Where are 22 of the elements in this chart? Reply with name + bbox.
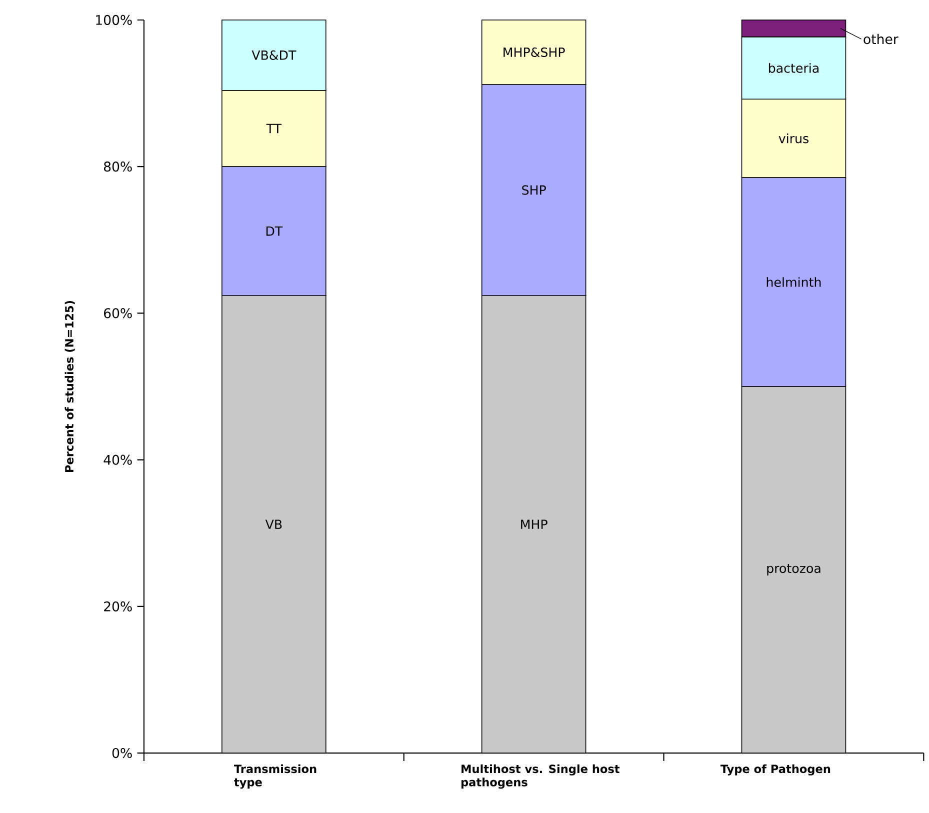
series-label: DT (266, 226, 283, 236)
x-tick-label: Multihost vs. Single host pathogens (461, 764, 620, 789)
y-axis-title: Percent of studies (N=125) (64, 300, 75, 472)
series-label: helminth (766, 277, 821, 287)
series-label: MHP (521, 520, 548, 529)
y-tick-label: 0% (112, 748, 132, 758)
y-tick-label: 80% (104, 162, 132, 172)
legend-label: other (864, 34, 898, 44)
series-label: VB&DT (252, 50, 296, 60)
x-tick-label: Transmission type (234, 764, 316, 789)
y-tick-label: 40% (104, 454, 132, 465)
series-label: SHP (522, 185, 546, 195)
y-tick-label: 100% (96, 14, 132, 25)
y-tick-label: 20% (104, 601, 132, 612)
series-label: bacteria (768, 63, 818, 73)
x-tick-label: Type of Pathogen (720, 764, 830, 776)
series-label: protozoa (767, 564, 820, 576)
series-label: MHP&SHP (504, 47, 565, 57)
y-tick-label: 60% (104, 308, 132, 318)
series-label: TT (266, 124, 282, 134)
series-label: virus (778, 133, 808, 144)
series-label: VB (265, 520, 282, 529)
